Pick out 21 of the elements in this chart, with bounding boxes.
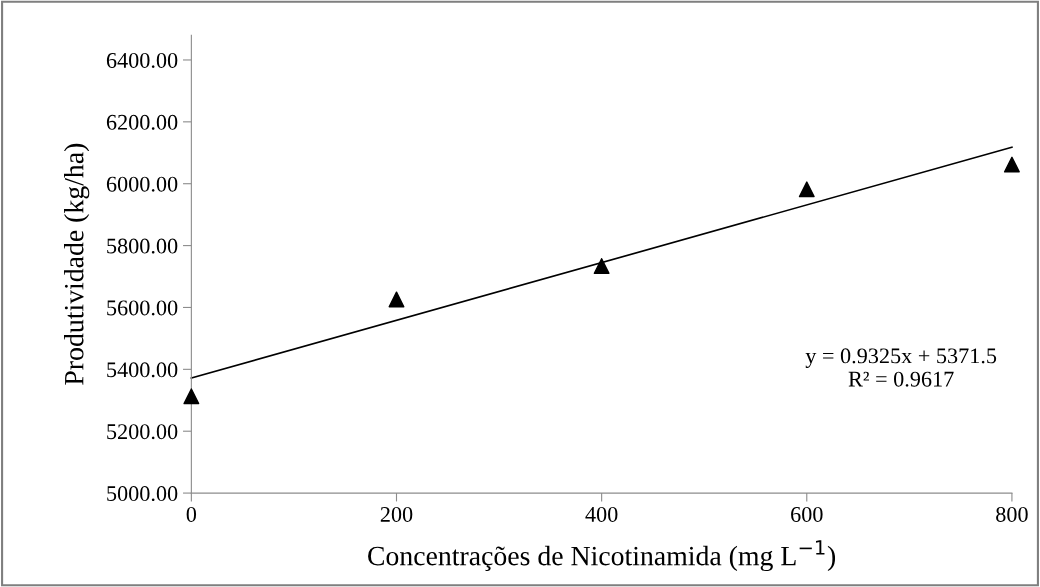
point bbox=[1003, 156, 1020, 173]
x-tick-label: 800 bbox=[996, 506, 1028, 522]
y-tick-label: 5200.00 bbox=[107, 424, 178, 440]
point bbox=[593, 258, 610, 274]
y-axis-title: Produtividade (kg/ha) bbox=[64, 143, 90, 385]
x-tick-label: 400 bbox=[585, 506, 618, 522]
point bbox=[183, 388, 200, 405]
x-tick-label: 0 bbox=[186, 506, 197, 522]
y-tick-label: 5600.00 bbox=[107, 300, 178, 316]
y-tick-label: 5800.00 bbox=[107, 238, 178, 254]
x-tick-label: 200 bbox=[380, 506, 413, 522]
annotation: y = 0.9325x + 5371.5 R² = 0.9617 bbox=[805, 348, 997, 387]
y-tick-label: 5000.00 bbox=[107, 486, 178, 502]
x-tick-label: 600 bbox=[791, 506, 823, 522]
y-tick-label: 5400.00 bbox=[107, 362, 178, 378]
x-axis-title: Concentrações de Nicotinamida (mg L$^{−1}$) bbox=[368, 540, 836, 572]
y-tick-label: 6400.00 bbox=[106, 52, 178, 68]
y-tick-label: 6200.00 bbox=[106, 114, 178, 130]
point bbox=[388, 291, 405, 308]
y-tick-label: 6000.00 bbox=[106, 176, 178, 192]
point bbox=[798, 181, 815, 198]
